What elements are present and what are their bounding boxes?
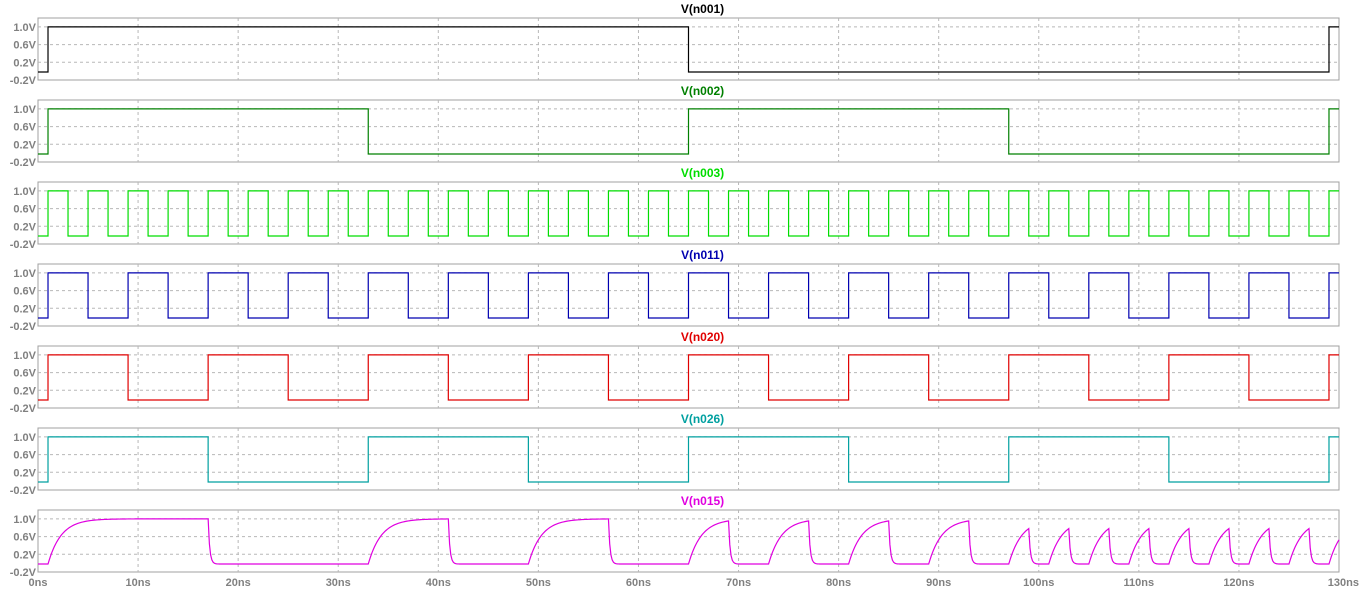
y-tick-label: 0.6V [13, 286, 36, 298]
trace-title-vn020: V(n020) [681, 330, 724, 344]
y-tick-label: -0.2V [10, 75, 37, 87]
y-tick-label: -0.2V [10, 567, 37, 579]
y-tick-label: 0.2V [13, 467, 36, 479]
y-tick-label: 0.6V [13, 532, 36, 544]
x-tick-label: 0ns [29, 577, 48, 589]
y-tick-label: 0.2V [13, 221, 36, 233]
trace-title-vn011: V(n011) [681, 248, 724, 262]
trace-vn015 [38, 518, 1340, 565]
trace-vn020 [38, 354, 1339, 401]
y-tick-label: 0.2V [13, 303, 36, 315]
y-tick-label: 0.2V [13, 139, 36, 151]
y-tick-label: 1.0V [13, 186, 36, 198]
y-tick-label: -0.2V [10, 157, 37, 169]
plot-pane-vn015 [37, 509, 1340, 573]
trace-vn011 [38, 272, 1339, 319]
y-tick-label: 0.2V [13, 385, 36, 397]
x-tick-label: 70ns [726, 577, 751, 589]
trace-vn001 [38, 26, 1339, 73]
y-tick-label: 0.6V [13, 368, 36, 380]
y-tick-label: 0.2V [13, 57, 36, 69]
x-tick-label: 10ns [126, 577, 151, 589]
y-tick-label: 1.0V [13, 22, 36, 34]
y-tick-label: 1.0V [13, 432, 36, 444]
y-tick-label: 1.0V [13, 350, 36, 362]
trace-vn003 [38, 190, 1339, 237]
y-tick-label: -0.2V [10, 485, 37, 497]
x-tick-label: 50ns [526, 577, 551, 589]
y-tick-label: 1.0V [13, 514, 36, 526]
trace-title-vn026: V(n026) [681, 412, 724, 426]
y-tick-label: 1.0V [13, 268, 36, 280]
x-tick-label: 110ns [1124, 577, 1155, 589]
trace-vn002 [38, 108, 1339, 155]
y-tick-label: 0.6V [13, 122, 36, 134]
trace-title-vn003: V(n003) [681, 166, 724, 180]
x-tick-label: 30ns [326, 577, 351, 589]
y-tick-label: -0.2V [10, 239, 37, 251]
x-tick-label: 90ns [926, 577, 951, 589]
y-tick-label: 0.6V [13, 450, 36, 462]
x-tick-label: 80ns [826, 577, 851, 589]
y-tick-label: -0.2V [10, 403, 37, 415]
x-tick-label: 40ns [426, 577, 451, 589]
x-tick-label: 130ns [1328, 577, 1359, 589]
x-tick-label: 100ns [1023, 577, 1054, 589]
x-tick-label: 60ns [626, 577, 651, 589]
trace-title-vn001: V(n001) [681, 2, 724, 16]
y-tick-label: 0.6V [13, 204, 36, 216]
trace-title-vn015: V(n015) [681, 494, 724, 508]
x-tick-label: 20ns [226, 577, 251, 589]
trace-vn026 [38, 436, 1339, 483]
y-tick-label: 1.0V [13, 104, 36, 116]
y-tick-label: 0.2V [13, 549, 36, 561]
y-tick-label: 0.6V [13, 40, 36, 52]
trace-title-vn002: V(n002) [681, 84, 724, 98]
y-tick-label: -0.2V [10, 321, 37, 333]
x-tick-label: 120ns [1223, 577, 1254, 589]
